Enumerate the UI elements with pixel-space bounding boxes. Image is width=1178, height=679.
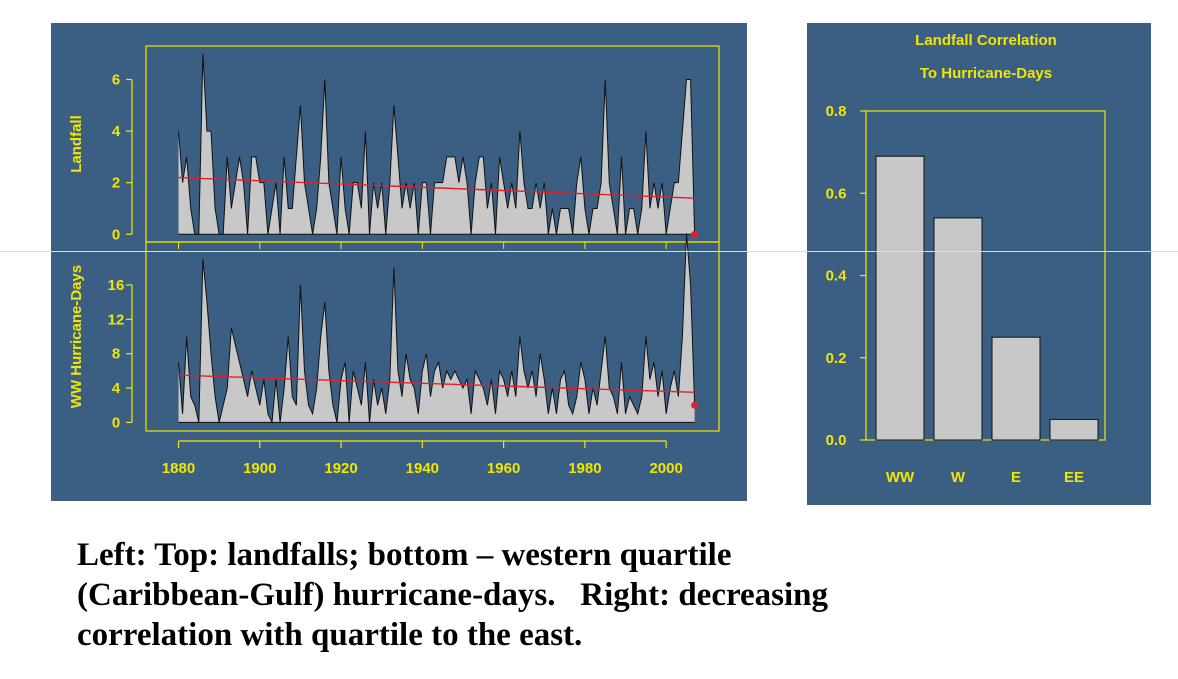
series-line (178, 53, 696, 235)
x-tick-label: 1940 (406, 460, 439, 477)
area-fill (178, 233, 695, 423)
x-axis: 1880 1900 1920 1940 1960 1980 2000 (162, 242, 683, 477)
chart-0: 0 2 4 6 Landfall (68, 45, 720, 243)
y-tick-label: 0 (112, 414, 120, 431)
y-tick-label: 0.8 (826, 103, 847, 120)
y-tick-label: 0.0 (826, 432, 847, 449)
bar-ee (1049, 418, 1099, 441)
correlation-panel: 0.0 0.2 0.4 0.6 0.8 WW W E EE Landfall Correlatio… (807, 23, 1151, 505)
y-tick-label: 6 (112, 72, 120, 89)
chart-title-line-2: To Hurricane-Days (920, 65, 1052, 82)
y-tick-label: 16 (108, 277, 125, 294)
last-point (691, 230, 699, 238)
y-tick-label: 12 (108, 311, 125, 328)
chart-1: 0 4 8 12 16 WW Hurricane-Days (68, 233, 720, 432)
y-tick-label: 2 (112, 175, 120, 192)
y-tick-label: 0.2 (826, 350, 847, 367)
y-axis-label: WW Hurricane-Days (68, 265, 85, 408)
x-tick-label: 2000 (649, 460, 682, 477)
bar-e (991, 336, 1041, 441)
trend-line (178, 176, 695, 199)
bar-w (933, 217, 983, 441)
area-fill (178, 53, 695, 235)
x-tick-label: E (1011, 469, 1021, 486)
caption-line-2: (Caribbean-Gulf) hurricane-days. Right: … (77, 577, 829, 613)
y-tick-label: 0.6 (826, 185, 847, 202)
last-point (691, 401, 699, 409)
x-tick-label: W (951, 469, 966, 486)
caption-line-3: correlation with quartile to the east. (77, 617, 583, 653)
y-tick-label: 0 (112, 226, 120, 243)
time-series-panel: 0 2 4 6 Landfall 0 4 8 12 16 WW Hurricane-Days 1880… (51, 23, 747, 501)
y-tick-label: 8 (112, 346, 120, 363)
x-tick-label: WW (886, 469, 915, 486)
y-tick-label: 0.4 (826, 268, 848, 285)
series-line (178, 233, 696, 425)
y-axis-label: Landfall (68, 115, 85, 173)
figure-caption: Left: Top: landfalls; bottom – western q… (77, 535, 1157, 655)
y-tick-label: 4 (112, 380, 121, 397)
bar-ww (875, 155, 925, 441)
time-series-charts: 0 2 4 6 Landfall 0 4 8 12 16 WW Hurricane-Days 1880… (68, 45, 720, 477)
x-tick-label: EE (1064, 469, 1084, 486)
horizontal-rule (0, 251, 1178, 252)
y-tick-label: 4 (112, 123, 121, 140)
caption-line-1: Left: Top: landfalls; bottom – western q… (77, 537, 732, 573)
x-tick-label: 1900 (243, 460, 276, 477)
x-tick-label: 1980 (568, 460, 601, 477)
plot-frame (145, 241, 720, 432)
trend-line (178, 374, 695, 394)
x-tick-label: 1920 (324, 460, 357, 477)
chart-title-line-1: Landfall Correlation (915, 32, 1057, 49)
x-tick-label: 1960 (487, 460, 520, 477)
x-tick-label: 1880 (162, 460, 195, 477)
